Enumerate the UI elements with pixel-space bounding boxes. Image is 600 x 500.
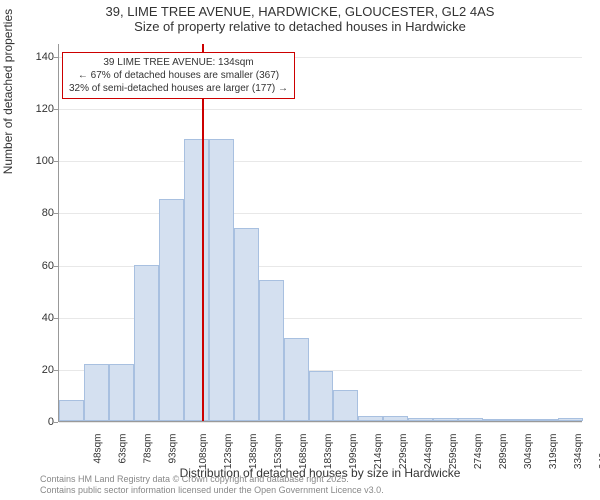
x-tick-label: 199sqm (348, 434, 359, 470)
histogram-bar (383, 416, 408, 421)
x-tick-label: 244sqm (423, 434, 434, 470)
x-tick-label: 319sqm (548, 434, 559, 470)
histogram-bar (483, 419, 508, 421)
y-tick-label: 140 (24, 51, 54, 63)
histogram-bar (333, 390, 358, 421)
x-tick-label: 153sqm (273, 434, 284, 470)
annotation-line: ← 67% of detached houses are smaller (36… (69, 69, 288, 82)
x-tick-label: 48sqm (93, 434, 104, 464)
y-tick-mark (54, 213, 58, 214)
histogram-bar (558, 418, 583, 421)
gridline (59, 422, 582, 423)
gridline (59, 109, 582, 110)
y-tick-label: 100 (24, 155, 54, 167)
histogram-bar (109, 364, 134, 421)
x-tick-label: 63sqm (118, 434, 129, 464)
x-tick-label: 108sqm (198, 434, 209, 470)
gridline (59, 161, 582, 162)
x-tick-label: 334sqm (573, 434, 584, 470)
histogram-bar (259, 280, 284, 421)
histogram-bar (234, 228, 259, 421)
x-tick-label: 138sqm (248, 434, 259, 470)
gridline (59, 213, 582, 214)
reference-line (202, 44, 204, 421)
histogram-bar (309, 371, 334, 421)
histogram-bar (209, 139, 234, 421)
x-tick-label: 259sqm (448, 434, 459, 470)
histogram-bar (358, 416, 383, 421)
histogram-bar (284, 338, 309, 421)
histogram-bar (84, 364, 109, 421)
histogram-bar (408, 418, 433, 421)
x-tick-label: 229sqm (398, 434, 409, 470)
y-tick-mark (54, 266, 58, 267)
footer-line1: Contains HM Land Registry data © Crown c… (40, 474, 384, 485)
histogram-bar (134, 265, 159, 421)
histogram-bar (59, 400, 84, 421)
x-tick-label: 123sqm (223, 434, 234, 470)
y-tick-label: 120 (24, 103, 54, 115)
x-tick-label: 183sqm (323, 434, 334, 470)
x-tick-label: 274sqm (473, 434, 484, 470)
histogram-bar (458, 418, 483, 421)
y-tick-mark (54, 370, 58, 371)
histogram-bar (184, 139, 209, 421)
x-tick-label: 168sqm (298, 434, 309, 470)
histogram-bar (533, 419, 558, 421)
footer-line2: Contains public sector information licen… (40, 485, 384, 496)
annotation-line: 39 LIME TREE AVENUE: 134sqm (69, 56, 288, 69)
histogram-bar (433, 418, 458, 421)
x-tick-label: 289sqm (498, 434, 509, 470)
y-tick-label: 80 (24, 207, 54, 219)
title-line1: 39, LIME TREE AVENUE, HARDWICKE, GLOUCES… (0, 4, 600, 19)
chart-title: 39, LIME TREE AVENUE, HARDWICKE, GLOUCES… (0, 0, 600, 34)
histogram-bar (159, 199, 184, 421)
y-tick-mark (54, 422, 58, 423)
histogram-bar (508, 419, 533, 421)
y-tick-mark (54, 57, 58, 58)
y-tick-label: 20 (24, 364, 54, 376)
annotation-line: 32% of semi-detached houses are larger (… (69, 82, 288, 95)
footer-attribution: Contains HM Land Registry data © Crown c… (40, 474, 384, 496)
y-tick-mark (54, 318, 58, 319)
y-tick-mark (54, 161, 58, 162)
plot-area (58, 44, 582, 422)
y-tick-label: 0 (24, 416, 54, 428)
y-axis-label: Number of detached properties (1, 9, 15, 174)
x-tick-label: 78sqm (143, 434, 154, 464)
x-tick-label: 93sqm (168, 434, 179, 464)
annotation-box: 39 LIME TREE AVENUE: 134sqm← 67% of deta… (62, 52, 295, 99)
title-line2: Size of property relative to detached ho… (0, 19, 600, 34)
x-tick-label: 214sqm (373, 434, 384, 470)
y-tick-mark (54, 109, 58, 110)
y-tick-label: 60 (24, 260, 54, 272)
x-tick-label: 304sqm (523, 434, 534, 470)
y-tick-label: 40 (24, 312, 54, 324)
